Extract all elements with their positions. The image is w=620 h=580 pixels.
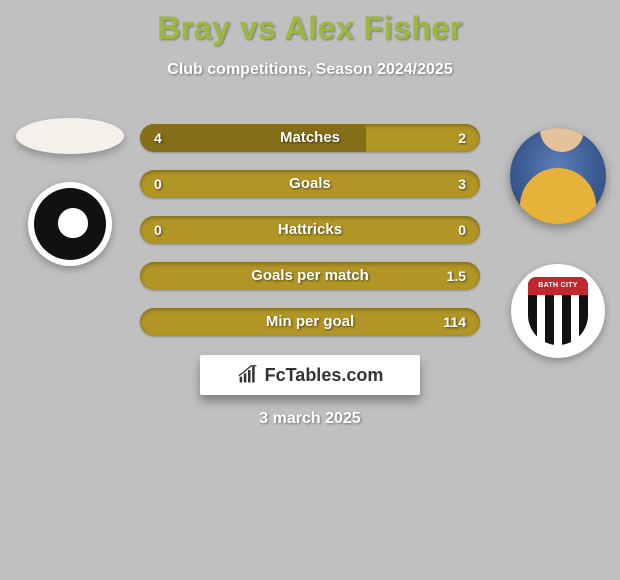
comparison-card: Bray vs Alex Fisher Club competitions, S… <box>0 0 620 580</box>
brand-box: FcTables.com <box>200 355 420 395</box>
subtitle: Club competitions, Season 2024/2025 <box>0 61 620 79</box>
stat-bars: 4 Matches 2 0 Goals 3 0 Hattricks 0 Goal… <box>140 124 480 354</box>
stat-label: Goals <box>140 170 480 198</box>
right-player-column: BATH CITY <box>508 128 608 358</box>
shield-icon: BATH CITY <box>528 277 588 345</box>
left-player-column <box>10 118 130 266</box>
stat-row: Min per goal 114 <box>140 308 480 336</box>
stat-right-value: 0 <box>458 216 466 244</box>
stat-right-value: 3 <box>458 170 466 198</box>
stat-label: Goals per match <box>140 262 480 290</box>
left-team-logo <box>28 182 112 266</box>
stat-row: Goals per match 1.5 <box>140 262 480 290</box>
stat-label: Hattricks <box>140 216 480 244</box>
left-player-avatar <box>16 118 124 154</box>
stat-row: 0 Hattricks 0 <box>140 216 480 244</box>
page-title: Bray vs Alex Fisher <box>0 0 620 47</box>
right-team-logo: BATH CITY <box>511 264 605 358</box>
stat-row: 0 Goals 3 <box>140 170 480 198</box>
brand-text: FcTables.com <box>265 365 384 386</box>
stat-right-value: 2 <box>458 124 466 152</box>
stat-label: Matches <box>140 124 480 152</box>
right-player-avatar <box>510 128 606 224</box>
stat-label: Min per goal <box>140 308 480 336</box>
stat-row: 4 Matches 2 <box>140 124 480 152</box>
chart-icon <box>237 365 259 385</box>
stat-right-value: 114 <box>443 308 466 336</box>
date-text: 3 march 2025 <box>0 410 620 428</box>
stat-right-value: 1.5 <box>447 262 466 290</box>
